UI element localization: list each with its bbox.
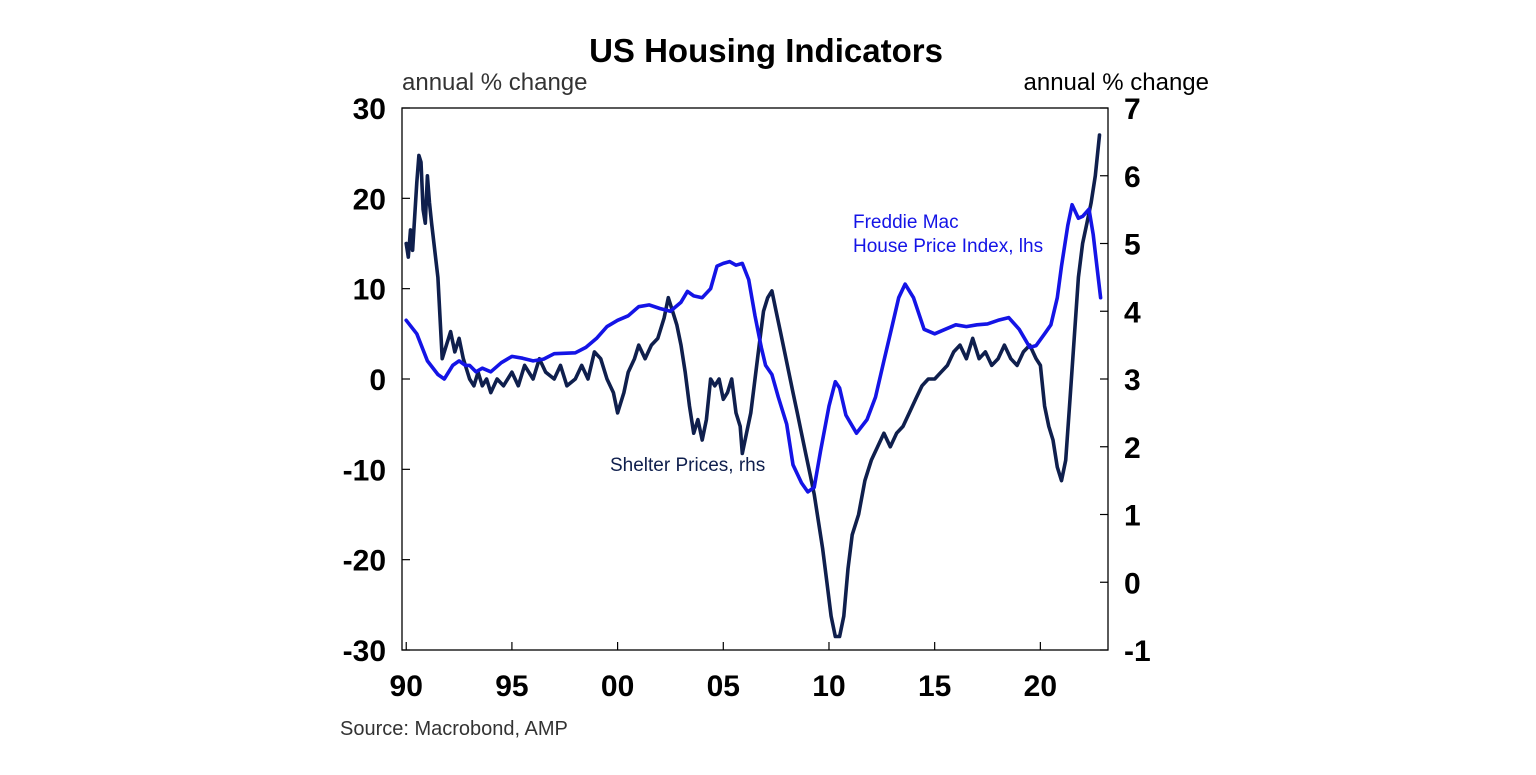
x-tick-label: 15 <box>918 670 951 703</box>
right-tick-label: 6 <box>1124 161 1141 194</box>
right-tick-label: 7 <box>1124 93 1141 126</box>
x-tick-label: 95 <box>495 670 528 703</box>
left-tick-label: 20 <box>353 183 386 216</box>
right-tick-label: 0 <box>1124 567 1141 600</box>
shelter-prices-line <box>404 133 1102 639</box>
x-tick-label: 10 <box>812 670 845 703</box>
left-axis-unit-label: annual % change <box>402 69 587 96</box>
x-tick-label: 00 <box>601 670 634 703</box>
left-tick-label: 30 <box>353 93 386 126</box>
freddie-mac-label-line-2: House Price Index, lhs <box>853 236 1043 257</box>
left-axis: 30 20 10 0 -10 -20 -30 <box>343 93 410 668</box>
right-tick-label: -1 <box>1124 635 1151 668</box>
right-tick-label: 1 <box>1124 500 1141 533</box>
left-tick-label: 0 <box>369 364 386 397</box>
series-lines <box>404 133 1103 639</box>
right-tick-label: 3 <box>1124 364 1141 397</box>
left-tick-label: -20 <box>343 545 386 578</box>
right-axis-unit-label: annual % change <box>1024 69 1209 96</box>
x-tick-label: 05 <box>707 670 740 703</box>
left-tick-label: 10 <box>353 274 386 307</box>
left-tick-label: -30 <box>343 635 386 668</box>
x-axis: 90 95 00 05 10 15 20 <box>390 642 1057 703</box>
left-tick-label: -10 <box>343 454 386 487</box>
x-tick-label: 20 <box>1024 670 1057 703</box>
right-tick-label: 2 <box>1124 432 1141 465</box>
x-tick-label: 90 <box>390 670 423 703</box>
freddie-mac-hpi-line <box>404 202 1103 494</box>
freddie-mac-label: Freddie Mac House Price Index, lhs <box>853 212 1043 257</box>
plot-frame <box>401 107 1109 651</box>
right-tick-label: 4 <box>1124 296 1141 329</box>
freddie-mac-label-line-1: Freddie Mac <box>853 212 959 233</box>
right-tick-label: 5 <box>1124 229 1141 262</box>
shelter-prices-label: Shelter Prices, rhs <box>610 455 765 476</box>
chart-title: US Housing Indicators <box>589 32 943 69</box>
right-axis: 7 6 5 4 3 2 1 0 -1 <box>1100 93 1151 668</box>
source-note: Source: Macrobond, AMP <box>340 718 568 740</box>
